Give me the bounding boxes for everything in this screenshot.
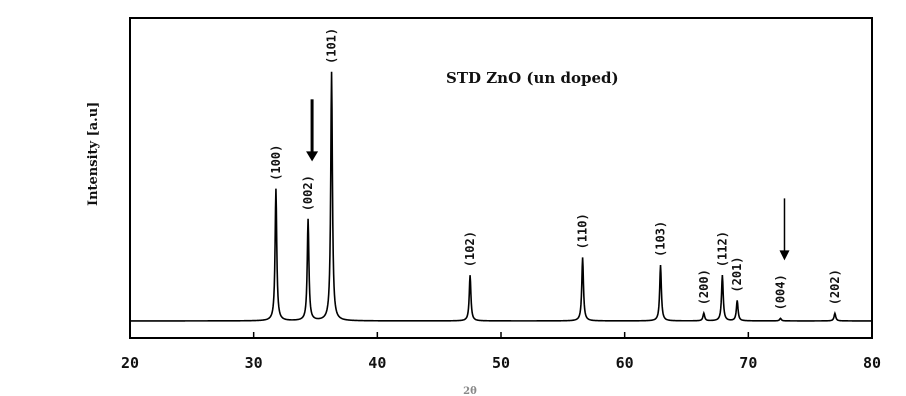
peak-label-200: (200) (697, 269, 711, 305)
peak-label-201: (201) (730, 256, 744, 292)
y-axis-label: Intensity [a.u] (86, 102, 101, 206)
peak-label-002: (002) (301, 175, 315, 211)
peak-label-110: (110) (576, 213, 590, 249)
x-tick-label: 50 (492, 354, 510, 372)
x-tick-label: 20 (121, 354, 139, 372)
x-tick-label: 30 (245, 354, 263, 372)
peak-label-103: (103) (654, 221, 668, 257)
peak-label-100: (100) (269, 145, 283, 181)
x-tick-label: 40 (368, 354, 386, 372)
chart-title: STD ZnO (un doped) (446, 69, 619, 87)
x-axis-ticks: 20 30 40 50 60 70 80 (121, 332, 881, 372)
peak-label-102: (102) (463, 231, 477, 267)
x-tick-label: 80 (863, 354, 881, 372)
arrow-markers (306, 99, 790, 261)
peak-labels: (100) (002) (101) (102) (110) (103) (200) (112)… (269, 28, 842, 311)
peak-label-004: (004) (774, 274, 788, 310)
peak-label-112: (112) (715, 231, 729, 267)
xrd-pattern-line (130, 71, 872, 322)
plot-frame (129, 17, 873, 339)
arrow-marker-head (306, 151, 319, 162)
arrow-marker-head (779, 250, 790, 261)
peak-label-202: (202) (828, 269, 842, 305)
x-axis-label: 2θ (463, 386, 477, 396)
x-tick-label: 70 (739, 354, 757, 372)
peak-label-101: (101) (325, 28, 339, 64)
x-tick-label: 60 (616, 354, 634, 372)
